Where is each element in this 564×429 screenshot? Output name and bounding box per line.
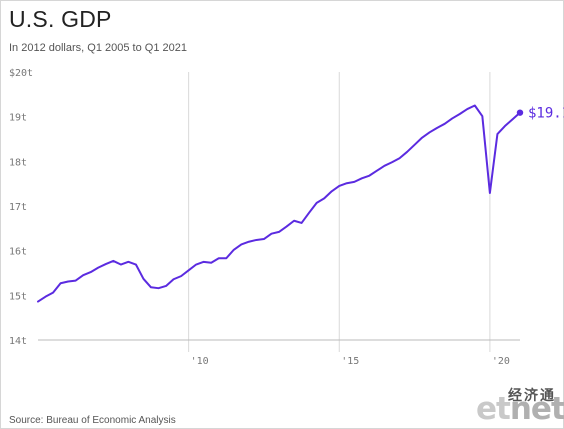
y-tick-label: 14t	[9, 336, 27, 347]
x-tick-label: '15	[341, 356, 359, 367]
y-tick-label: $20t	[9, 68, 33, 79]
watermark-brand-part2: net	[509, 391, 564, 427]
series-layer: $19.1t	[37, 104, 564, 303]
watermark-logo: etnet	[476, 391, 564, 427]
y-tick-label: 16t	[9, 247, 27, 258]
chart-title: U.S. GDP	[9, 6, 112, 32]
y-tick-label: 19t	[9, 113, 27, 124]
chart-subtitle: In 2012 dollars, Q1 2005 to Q1 2021	[9, 42, 187, 54]
y-tick-label: 15t	[9, 291, 27, 302]
x-tick-label: '10	[191, 356, 209, 367]
watermark-brand-part1: et	[476, 391, 511, 427]
grid-layer	[188, 72, 491, 352]
x-tick-label: '20	[492, 356, 510, 367]
watermark-chinese: 经济通	[508, 388, 556, 404]
source-note: Source: Bureau of Economic Analysis	[9, 415, 176, 426]
y-tick-label: 18t	[9, 157, 27, 168]
y-tick-label: 17t	[9, 202, 27, 213]
end-value-label: $19.1t	[528, 106, 564, 122]
gdp-series-line	[37, 104, 521, 303]
end-point-marker	[516, 109, 524, 116]
axis-layer: '10 '15 '20 14t 15t 16t 17t 18t 19t $20t	[9, 68, 520, 367]
